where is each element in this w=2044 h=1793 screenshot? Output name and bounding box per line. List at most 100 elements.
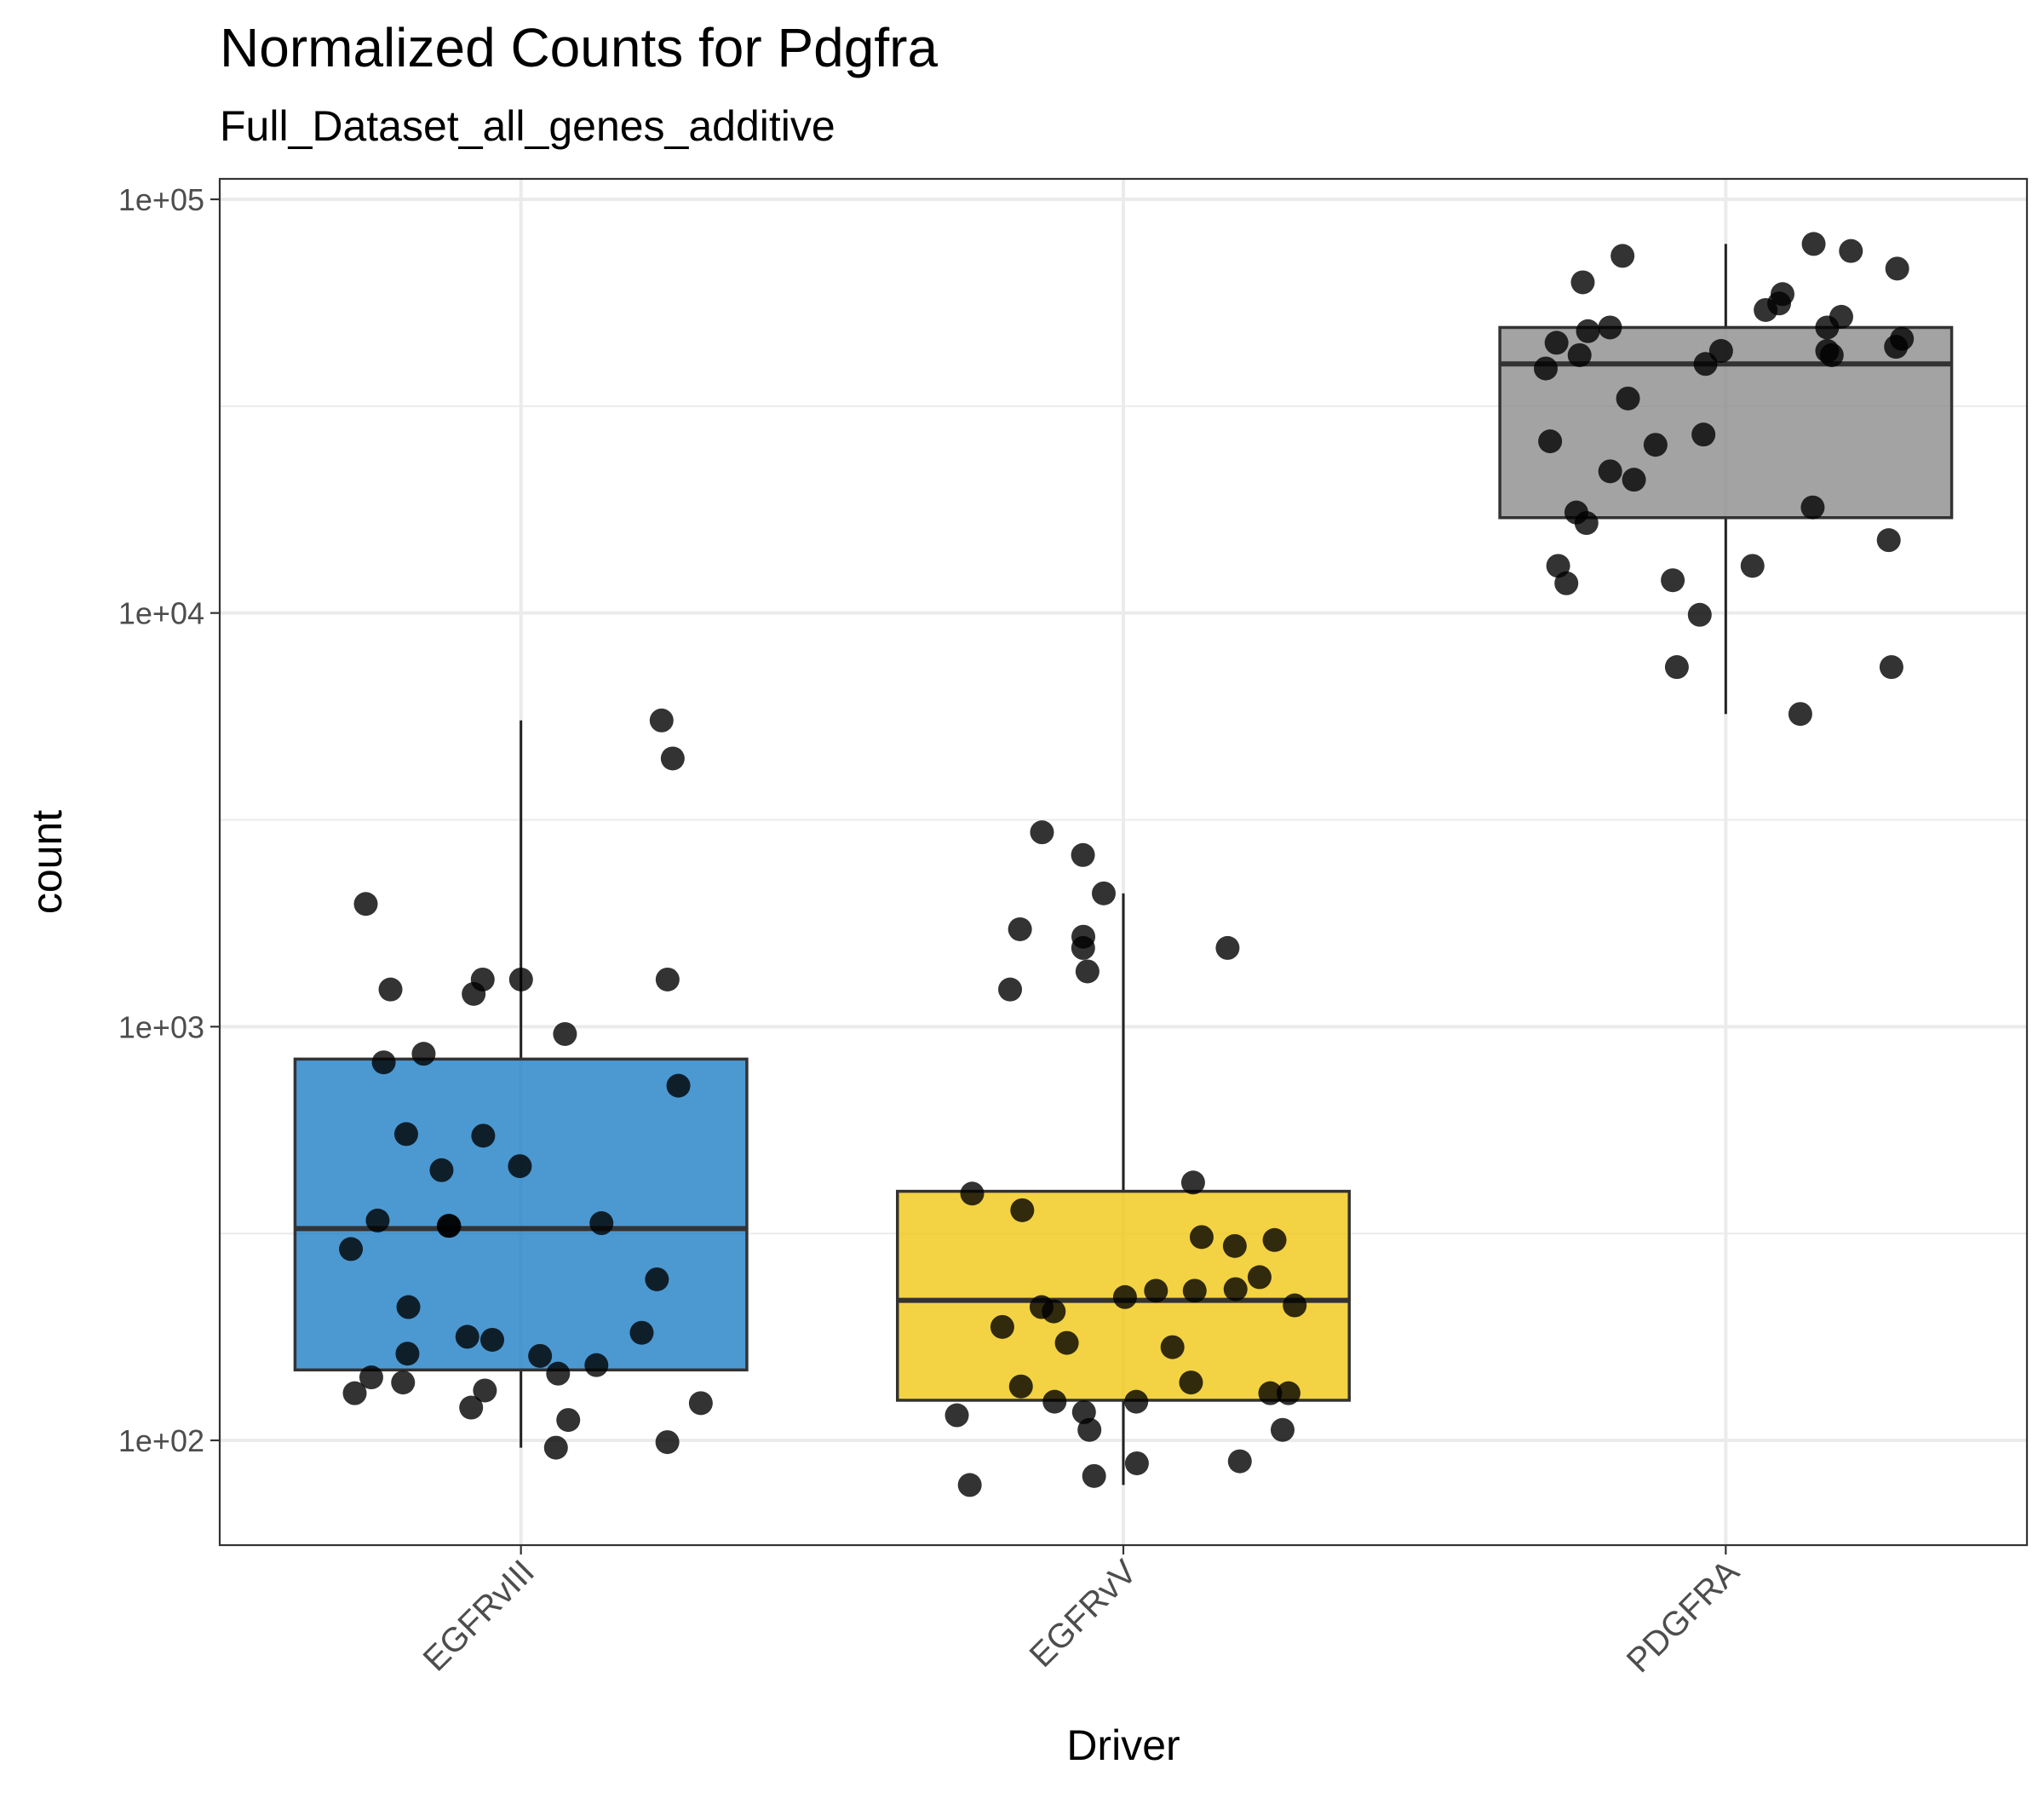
data-point bbox=[1054, 1330, 1079, 1355]
data-point bbox=[1082, 1463, 1106, 1488]
data-point bbox=[508, 1154, 532, 1179]
data-point bbox=[1876, 528, 1901, 553]
data-point bbox=[998, 977, 1023, 1002]
data-point bbox=[1247, 1265, 1272, 1290]
data-point bbox=[655, 1430, 680, 1455]
data-point bbox=[960, 1181, 985, 1206]
data-point bbox=[365, 1208, 390, 1233]
data-point bbox=[1879, 655, 1903, 680]
data-point bbox=[411, 1042, 436, 1066]
grid-lines bbox=[220, 179, 2027, 1545]
data-point bbox=[1262, 1227, 1287, 1252]
data-point bbox=[1283, 1293, 1307, 1318]
data-point bbox=[1622, 468, 1646, 492]
data-point bbox=[462, 981, 486, 1006]
y-axis-title: count bbox=[23, 810, 71, 914]
data-point bbox=[1616, 386, 1640, 411]
data-point bbox=[359, 1365, 383, 1390]
data-point bbox=[1160, 1335, 1185, 1359]
data-point bbox=[395, 1342, 420, 1366]
data-point bbox=[543, 1435, 568, 1460]
data-point bbox=[396, 1295, 421, 1319]
data-point bbox=[1270, 1417, 1295, 1442]
x-tick-label-EGFRvV: EGFRvV bbox=[1023, 1553, 1145, 1675]
data-point bbox=[1801, 232, 1826, 256]
data-point bbox=[471, 1123, 496, 1148]
data-point bbox=[1598, 315, 1622, 340]
data-point bbox=[556, 1408, 581, 1433]
data-point bbox=[629, 1320, 654, 1345]
y-tick-label: 1e+05 bbox=[118, 182, 204, 217]
data-point bbox=[660, 746, 685, 771]
data-point bbox=[1112, 1284, 1137, 1309]
data-point bbox=[1215, 935, 1240, 960]
x-tick-label-PDGFRA: PDGFRA bbox=[1620, 1553, 1747, 1680]
y-tick-label: 1e+02 bbox=[118, 1423, 204, 1458]
data-point bbox=[455, 1325, 479, 1349]
data-point bbox=[1189, 1225, 1214, 1250]
chart-title: Normalized Counts for Pdgfra bbox=[220, 17, 938, 78]
data-point bbox=[1598, 459, 1622, 484]
data-point bbox=[1179, 1371, 1203, 1395]
data-point bbox=[1182, 1279, 1207, 1303]
data-point bbox=[1144, 1279, 1168, 1303]
data-point bbox=[1008, 917, 1032, 941]
data-point bbox=[1042, 1299, 1066, 1324]
data-point bbox=[391, 1371, 416, 1395]
data-point bbox=[1664, 655, 1689, 680]
data-point bbox=[553, 1021, 577, 1046]
box-body bbox=[293, 1057, 749, 1372]
data-point bbox=[378, 977, 403, 1002]
data-point bbox=[1538, 429, 1563, 454]
x-tick-label-EGFRvIII: EGFRvIII bbox=[416, 1553, 542, 1678]
data-point bbox=[1567, 342, 1592, 367]
data-point bbox=[688, 1391, 713, 1416]
data-point bbox=[1554, 571, 1579, 595]
data-point bbox=[436, 1214, 461, 1238]
data-point bbox=[990, 1314, 1014, 1339]
data-point bbox=[1740, 554, 1765, 578]
data-point bbox=[459, 1395, 484, 1420]
data-point bbox=[1815, 315, 1840, 340]
data-point bbox=[1227, 1449, 1252, 1474]
data-point bbox=[371, 1050, 396, 1075]
data-point bbox=[1258, 1381, 1283, 1405]
data-point bbox=[429, 1158, 454, 1182]
data-point bbox=[957, 1473, 982, 1497]
data-point bbox=[1276, 1381, 1300, 1405]
data-point bbox=[1661, 568, 1685, 593]
data-point bbox=[1075, 959, 1100, 984]
data-point bbox=[649, 708, 674, 733]
data-point bbox=[1884, 335, 1909, 359]
data-point bbox=[1544, 330, 1569, 355]
data-point bbox=[1800, 495, 1825, 520]
data-point bbox=[1010, 1198, 1035, 1222]
data-point bbox=[1611, 244, 1635, 268]
data-point bbox=[1223, 1277, 1248, 1302]
data-point bbox=[1124, 1451, 1149, 1475]
data-point bbox=[944, 1403, 969, 1428]
data-point bbox=[1754, 297, 1778, 322]
data-point bbox=[1839, 238, 1863, 263]
data-point bbox=[584, 1353, 609, 1377]
data-point bbox=[1570, 270, 1595, 295]
data-point bbox=[1091, 881, 1116, 905]
data-point bbox=[1687, 602, 1712, 627]
data-point bbox=[1819, 342, 1844, 367]
data-point bbox=[1030, 820, 1054, 845]
data-point bbox=[1071, 924, 1096, 949]
data-point bbox=[393, 1122, 418, 1146]
data-point bbox=[1534, 356, 1559, 381]
data-point bbox=[473, 1378, 497, 1403]
boxes bbox=[293, 244, 1954, 1486]
data-point bbox=[353, 892, 378, 917]
data-point bbox=[1693, 352, 1718, 376]
data-point bbox=[666, 1073, 691, 1098]
data-point bbox=[655, 967, 680, 991]
data-point bbox=[1576, 319, 1600, 343]
data-point bbox=[1643, 433, 1668, 457]
data-point bbox=[546, 1361, 571, 1386]
y-tick-label: 1e+04 bbox=[118, 596, 204, 631]
